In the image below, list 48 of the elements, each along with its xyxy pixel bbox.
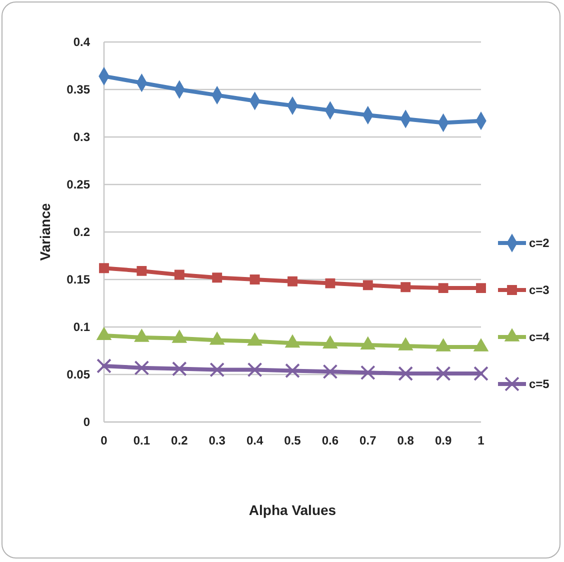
y-tick-label: 0 <box>83 414 90 429</box>
point <box>438 283 448 294</box>
point <box>322 364 338 380</box>
point <box>474 366 488 381</box>
point <box>247 362 262 378</box>
y-tick-label: 0.1 <box>73 320 90 334</box>
y-tick-label: 0.05 <box>66 367 90 382</box>
x-tick-label: 0.4 <box>246 434 264 448</box>
point <box>288 276 298 286</box>
y-tick-label: 0.3 <box>73 130 90 144</box>
y-tick-label: 0.2 <box>73 224 90 239</box>
x-tick-label: 0.7 <box>360 434 377 448</box>
point <box>400 282 411 292</box>
point <box>212 272 222 283</box>
point <box>134 360 150 376</box>
x-axis-title: Alpha Values <box>248 502 336 518</box>
point <box>360 365 376 380</box>
point <box>325 278 336 288</box>
point <box>476 283 486 294</box>
x-tick-label: 0.1 <box>133 434 150 448</box>
legend-label: c=4 <box>529 330 550 344</box>
legend-label: c=3 <box>529 283 550 297</box>
x-tick-label: 0.3 <box>208 434 226 448</box>
point <box>398 366 414 381</box>
point <box>285 363 300 378</box>
point <box>174 270 184 280</box>
point <box>172 361 187 376</box>
point <box>362 280 373 290</box>
point <box>436 366 451 381</box>
x-tick-label: 0 <box>100 434 108 448</box>
point <box>99 263 109 274</box>
x-tick-label: 0.6 <box>322 434 339 448</box>
x-tick-label: 0.5 <box>284 434 302 448</box>
y-tick-label: 0.35 <box>66 82 90 96</box>
x-tick-label: 0.2 <box>171 434 188 448</box>
point <box>210 362 225 378</box>
legend-label: c=5 <box>529 377 550 391</box>
y-axis-title: Variance <box>37 202 53 261</box>
point <box>96 358 112 374</box>
y-tick-label: 0.4 <box>73 34 90 49</box>
point <box>136 266 147 276</box>
legend-label: c=2 <box>529 236 550 250</box>
x-tick-label: 0.8 <box>397 434 414 448</box>
x-tick-label: 0.9 <box>434 434 452 448</box>
point <box>250 274 260 284</box>
y-tick-label: 0.15 <box>66 272 90 286</box>
x-tick-label: 1 <box>478 434 485 448</box>
y-tick-label: 0.25 <box>66 177 90 192</box>
